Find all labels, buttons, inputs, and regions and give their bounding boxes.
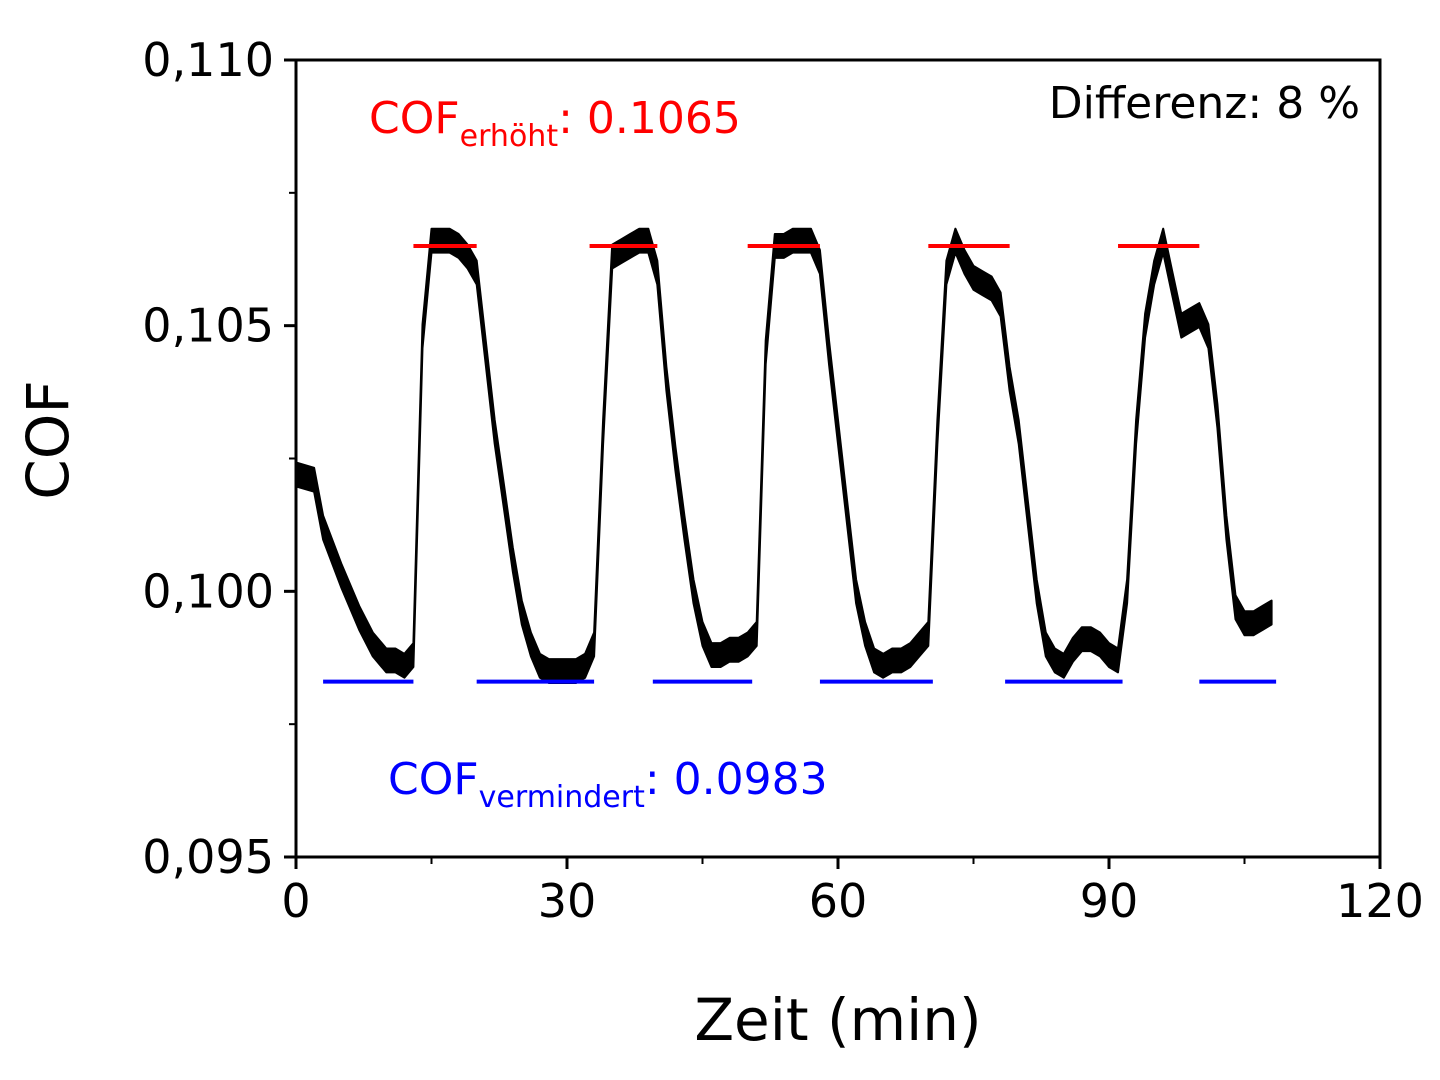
axis-ticks: 0 30 60 90 120 0,095 0,100 0,105 0,110 (142, 33, 1424, 928)
annotation-cof-erhoeht-value: : 0.1065 (558, 93, 741, 144)
annotation-cof-erhoeht-main: COF (369, 93, 460, 144)
y-tick-label: 0,110 (142, 33, 274, 87)
y-tick-label: 0,095 (142, 830, 274, 884)
y-tick-label: 0,105 (142, 299, 274, 353)
x-tick-label: 120 (1336, 874, 1424, 928)
plot-area (295, 227, 1273, 684)
annotation-cof-erhoeht: COFerhöht: 0.1065 (369, 93, 741, 154)
x-tick-label: 90 (1080, 874, 1139, 928)
annotation-cof-vermindert-value: : 0.0983 (645, 754, 828, 805)
x-tick-label: 0 (281, 874, 310, 928)
x-tick-label: 60 (809, 874, 868, 928)
cof-series-band (295, 227, 1273, 684)
x-axis-title: Zeit (min) (694, 986, 981, 1054)
reference-lines (323, 243, 1277, 684)
annotation-cof-erhoeht-sub: erhöht (460, 119, 559, 154)
plot-frame (294, 58, 1382, 859)
annotation-differenz: Differenz: 8 % (1049, 78, 1360, 129)
annotation-cof-vermindert-main: COF (388, 754, 479, 805)
y-tick-label: 0,100 (142, 564, 274, 618)
y-axis-title: COF (14, 380, 82, 500)
annotation-cof-vermindert-sub: vermindert (479, 780, 645, 815)
x-tick-label: 30 (538, 874, 597, 928)
annotation-cof-vermindert: COFvermindert: 0.0983 (388, 754, 828, 815)
